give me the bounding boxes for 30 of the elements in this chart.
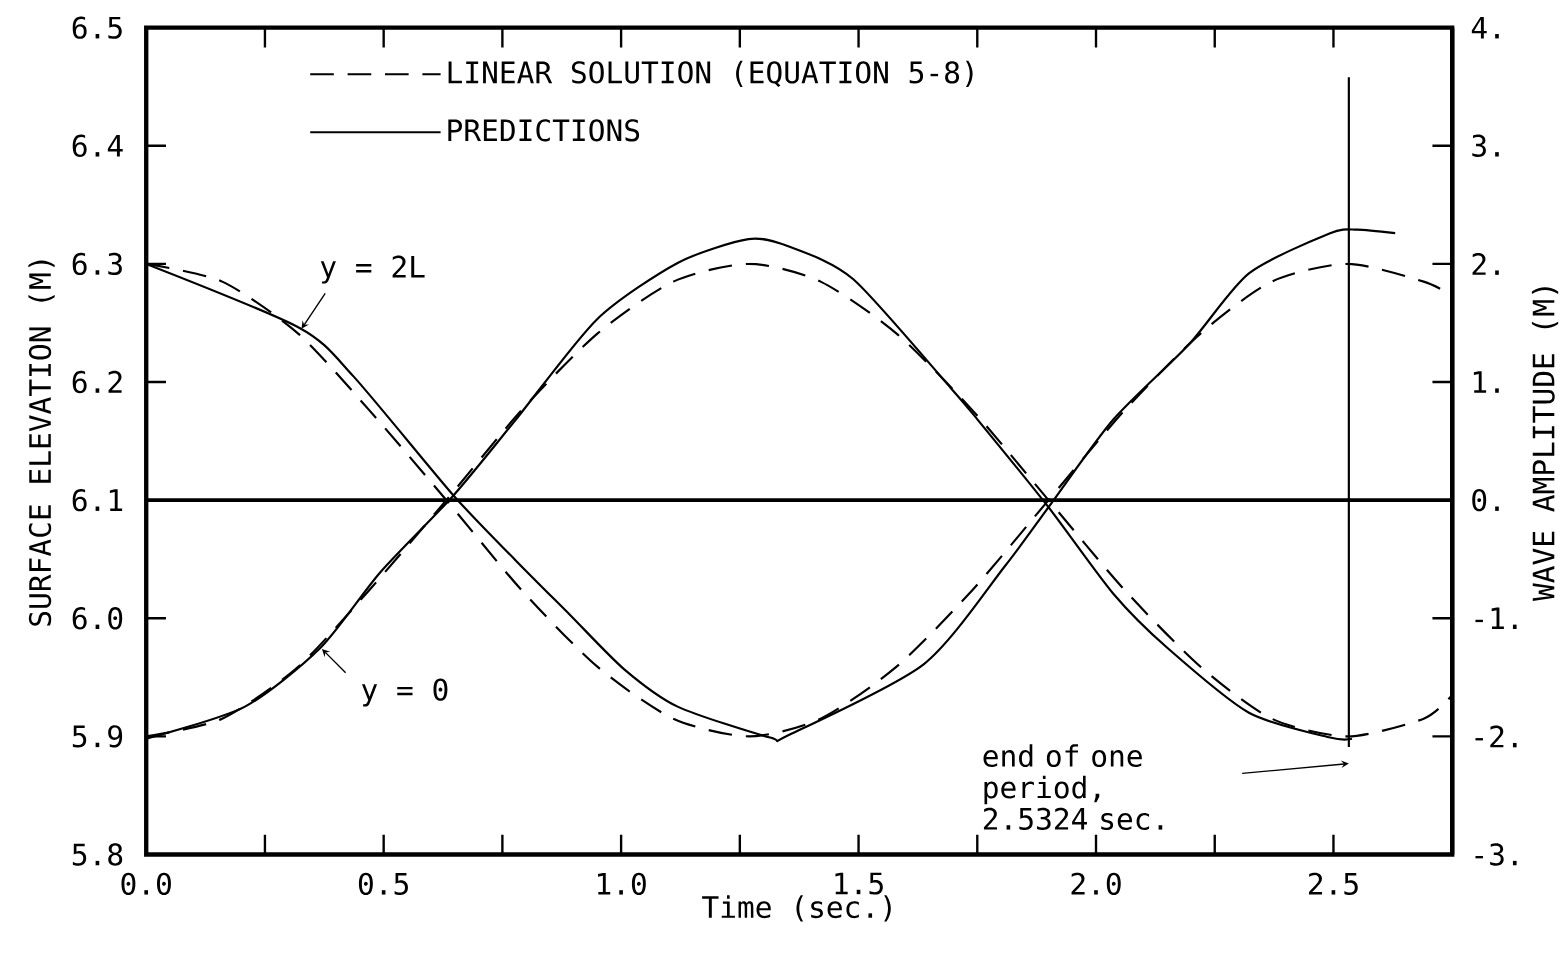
legend-label: PREDICTIONS [448,119,640,142]
y-tick-label: 5.9 [72,725,123,748]
y-tick-label: 6.2 [72,370,122,394]
y2-tick-label: 3. [1472,134,1499,157]
y2-tick-label: -3. [1475,843,1517,866]
legend-label: LINEAR SOLUTION (EQUATION 5-8) [448,60,973,87]
y-tick-label: 6.0 [72,606,123,630]
y-tick-label: 6.4 [72,134,123,157]
y-axis-title: SURFACE ELEVATION (M) [28,260,55,626]
x-tick-label: 2.5 [1308,872,1358,895]
x-axis-title: Time (sec.) [702,895,891,922]
annotation: y = 0 [361,678,448,707]
y-tick-label: 5.8 [72,843,123,866]
x-tick-label: 0.0 [121,872,171,895]
annotation: y = 2L [320,255,425,284]
x-tick-label: 1.5 [835,872,883,895]
annotation: end of one period, 2.5324 sec. [983,744,1163,830]
y2-tick-label: 4. [1471,16,1499,39]
x-tick-label: 0.5 [358,872,408,895]
y-tick-label: 6.1 [72,488,123,512]
y2-tick-label: -1. [1475,607,1517,629]
y-tick-label: 6.3 [72,252,122,275]
y2-tick-label: 0. [1472,488,1499,512]
y2-tick-label: 2. [1472,252,1499,275]
y2-tick-label: 1. [1473,371,1499,393]
y-tick-label: 6.5 [72,16,122,39]
x-tick-label: 2.0 [1071,872,1121,895]
y2-axis-title: WAVE AMPLITUDE (M) [1531,287,1559,601]
y2-tick-label: -2. [1475,725,1517,748]
x-tick-label: 1.0 [598,872,646,895]
